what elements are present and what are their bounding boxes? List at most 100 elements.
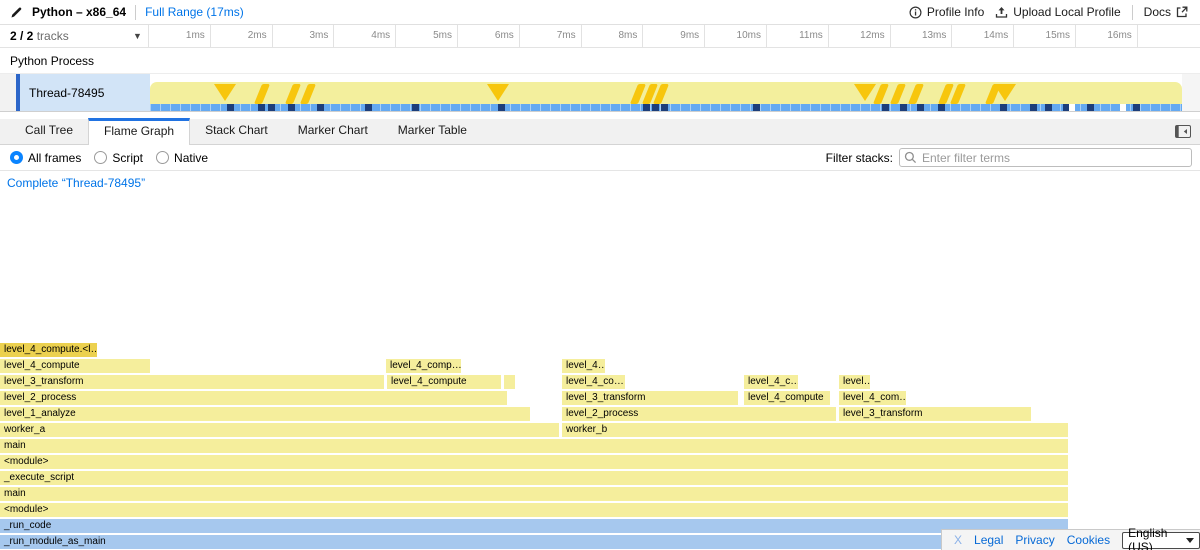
ruler-tick-line (766, 25, 767, 47)
breadcrumb-complete-thread[interactable]: Complete “Thread-78495” (7, 176, 146, 190)
thread-activity-graph[interactable] (150, 74, 1182, 111)
ruler-tick-label: 11ms (799, 30, 823, 41)
flame-block[interactable]: main (0, 487, 1068, 501)
tab-flame-graph[interactable]: Flame Graph (88, 118, 191, 145)
flame-block[interactable]: level_4_comp… (386, 359, 461, 373)
flame-block[interactable]: _execute_script (0, 471, 1068, 485)
radio-all-frames[interactable]: All frames (10, 151, 81, 165)
thread-track-label[interactable]: Thread-78495 (20, 74, 150, 111)
footer-link-cookies[interactable]: Cookies (1066, 533, 1111, 547)
flame-block[interactable]: level… (839, 375, 870, 389)
flame-block[interactable]: level_2_process (0, 391, 507, 405)
pencil-icon (10, 6, 23, 19)
footer-link-privacy[interactable]: Privacy (1015, 533, 1055, 547)
flame-block[interactable] (504, 375, 515, 389)
ruler-tick-line (1075, 25, 1076, 47)
flame-block[interactable]: level_4_compute.<l… (0, 343, 97, 357)
flame-block[interactable]: level_4_com… (839, 391, 906, 405)
flame-block[interactable]: level_1_analyze (0, 407, 530, 421)
flame-block[interactable]: worker_b (562, 423, 1068, 437)
radio-label: All frames (28, 150, 82, 165)
flame-block[interactable]: level_4_co… (562, 375, 625, 389)
chevron-down-icon (1186, 537, 1194, 543)
ruler-tick-label: 8ms (618, 30, 638, 41)
ruler-tick-label: 6ms (494, 30, 514, 41)
timeline-ruler: 2 / 2 tracks ▼ 1ms 2ms 3ms 4ms 5ms 6ms 7ms 8ms 9… (0, 25, 1200, 48)
ruler-tick-line (271, 25, 273, 47)
footer-link-x[interactable]: X (954, 533, 963, 547)
flame-graph-canvas[interactable]: level_4_compute.<l… level_4_compute level_… (0, 195, 1200, 550)
ruler-tick-label: 2ms (247, 30, 267, 41)
app-header: Python – x86_64 Full Range (17ms) Profil… (0, 0, 1200, 25)
flame-block[interactable]: level_4_c… (744, 375, 798, 389)
flame-block[interactable]: level_4_compute (744, 391, 830, 405)
language-select[interactable]: English (US) (1122, 526, 1200, 550)
ruler-tick-line (1013, 25, 1015, 47)
tab-call-tree[interactable]: Call Tree (25, 123, 74, 137)
profile-info-button[interactable]: Profile Info (909, 5, 984, 19)
marker-slash-icon (284, 84, 302, 104)
ruler-tick-label: 9ms (680, 30, 700, 41)
flame-block[interactable]: _run_code (0, 519, 1068, 533)
ruler-tick-line (1136, 25, 1138, 47)
flame-block[interactable]: <module> (0, 503, 1068, 517)
ruler-tick-label: 15ms (1045, 30, 1070, 41)
radio-label: Native (174, 150, 209, 165)
gc-marker-triangle-icon (487, 84, 509, 101)
tab-stack-chart[interactable]: Stack Chart (205, 123, 268, 137)
external-link-icon (1176, 6, 1188, 18)
flame-block[interactable]: main (0, 439, 1068, 453)
flame-block[interactable]: worker_a (0, 423, 559, 437)
flame-graph-toolbar: All frames Script Native Filter stacks: (0, 145, 1200, 171)
sample-strip-dark-segment (1087, 104, 1094, 111)
footer-link-legal[interactable]: Legal (974, 533, 1004, 547)
ruler-tick-line (889, 25, 891, 47)
full-range-button[interactable]: Full Range (17ms) (145, 5, 244, 19)
flame-block[interactable]: level_3_transform (562, 391, 738, 405)
sample-strip-dark-segment (268, 104, 275, 111)
radio-native[interactable]: Native (156, 151, 208, 165)
sample-strip-dark-segment (1063, 104, 1070, 111)
ruler-tick-label: 5ms (433, 30, 452, 41)
upload-profile-button[interactable]: Upload Local Profile (995, 5, 1121, 19)
flame-block[interactable]: level_3_transform (839, 407, 1031, 421)
flame-block[interactable]: _run_module_as_main (0, 535, 1068, 549)
radio-label: Script (112, 150, 144, 165)
filter-stacks-input[interactable] (899, 148, 1192, 167)
sample-strip-gap (1069, 104, 1075, 111)
process-track-header[interactable]: Python Process (0, 48, 1200, 74)
sample-strip-dark-segment (753, 104, 760, 111)
upload-icon (995, 6, 1008, 19)
flame-block[interactable]: <module> (0, 455, 1068, 469)
tab-marker-chart[interactable]: Marker Chart (297, 123, 368, 137)
ruler-tick-label: 3ms (309, 30, 329, 41)
sample-strip-dark-segment (652, 104, 659, 111)
radio-selected-icon (10, 151, 23, 164)
breadcrumb-row: Complete “Thread-78495” (0, 171, 1200, 195)
flame-block[interactable]: level_4… (562, 359, 605, 373)
radio-unselected-icon (156, 151, 170, 164)
gc-marker-triangle-icon (854, 84, 876, 101)
docs-button[interactable]: Docs (1144, 5, 1188, 19)
tracks-dropdown-button[interactable]: ▼ (133, 31, 142, 41)
gc-marker-triangle-icon (994, 84, 1016, 101)
tab-marker-table[interactable]: Marker Table (397, 123, 467, 137)
marker-slash-icon (907, 84, 925, 104)
sample-strip-dark-segment (317, 104, 324, 111)
ruler-tick-line (395, 25, 397, 47)
ruler-tick-line (148, 25, 149, 47)
ruler-tick-label: 14ms (983, 30, 1009, 41)
flame-block[interactable]: level_4_compute (0, 359, 150, 373)
flame-block[interactable]: level_3_transform (0, 375, 384, 389)
sample-strip-dark-segment (1030, 104, 1037, 111)
radio-script[interactable]: Script (94, 151, 143, 165)
sample-strip-dark-segment (938, 104, 945, 111)
sidebar-toggle-button[interactable] (1175, 125, 1191, 141)
ruler-tick-label: 10ms (736, 30, 761, 41)
flame-block[interactable]: level_2_process (562, 407, 836, 421)
sample-strip-gap (1120, 104, 1126, 111)
sample-strip-dark-segment (227, 104, 234, 111)
sample-strip-dark-segment (412, 104, 419, 111)
sample-strip-dark-segment (288, 104, 295, 111)
flame-block[interactable]: level_4_compute (387, 375, 501, 389)
